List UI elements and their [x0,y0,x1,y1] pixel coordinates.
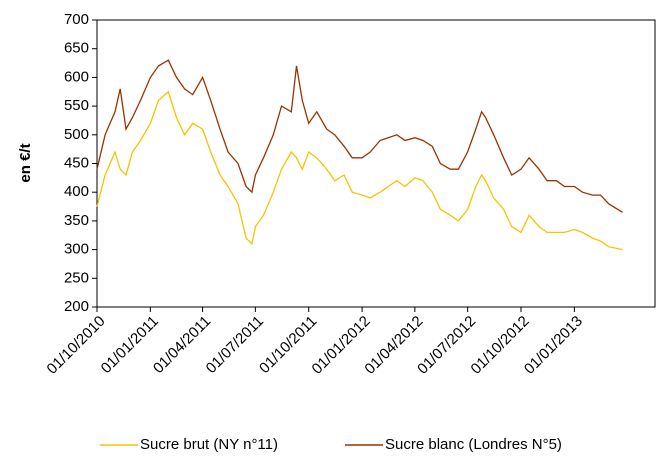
y-tick-label: 700 [64,11,89,28]
y-tick-label: 650 [64,40,89,57]
y-tick-label: 450 [64,154,89,171]
y-tick-label: 500 [64,126,89,143]
y-tick-label: 550 [64,97,89,114]
y-tick-label: 250 [64,269,89,286]
y-axis-label: en €/t [17,143,34,182]
series-line [96,90,623,251]
y-tick-label: 400 [64,183,89,200]
series-line [96,59,623,213]
x-tick-label: 01/10/2010 [44,313,109,378]
y-tick-label: 200 [64,298,89,315]
legend-label: Sucre blanc (Londres N°5) [385,436,562,453]
x-tick-label: 01/01/2013 [521,313,586,378]
plot-area [96,19,656,308]
y-tick-label: 300 [64,241,89,258]
y-tick-label: 350 [64,212,89,229]
y-tick-label: 600 [64,68,89,85]
legend-label: Sucre brut (NY n°11) [140,436,278,453]
